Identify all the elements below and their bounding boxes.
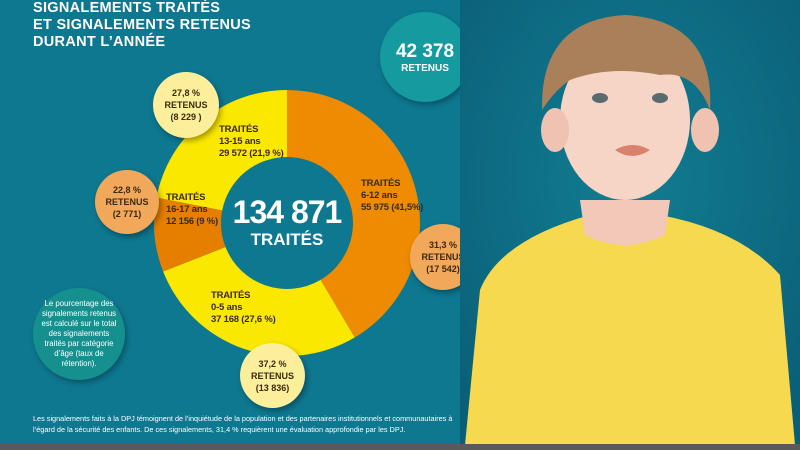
donut-segment-13-15 — [156, 90, 287, 211]
label-head: TRAITÉS — [361, 178, 401, 189]
retenus-pct: 31,3 % — [428, 240, 458, 250]
segment-label-6-12: TRAITÉS 6-12 ans 55 975 (41,5%) — [361, 178, 423, 214]
retenus-count: (17 542) — [426, 264, 460, 274]
label-age: 0-5 ans — [211, 302, 243, 313]
retenus-pct: 22,8 % — [112, 185, 142, 195]
title-line: ET SIGNALEMENTS RETENUS — [33, 17, 251, 33]
retenus-pct: 37,2 % — [258, 358, 287, 369]
label-value: 12 156 (9 %) — [166, 216, 218, 227]
title-line: DURANT L’ANNÉE — [33, 34, 166, 50]
donut-center: 134 871 TRAITÉS — [221, 195, 353, 251]
label-value: 29 572 (21,9 %) — [219, 148, 284, 159]
donut-segment-0-5 — [163, 247, 355, 356]
label-value: 55 975 (41,5%) — [361, 202, 424, 213]
page-title: SIGNALEMENTS TRAITÉS ET SIGNALEMENTS RET… — [33, 0, 251, 51]
retenus-count: (2 771) — [112, 209, 142, 219]
child-photo — [460, 0, 800, 445]
label-value: 37 168 (27,6 %) — [211, 314, 276, 325]
retenus-count: (8 229 ) — [170, 112, 202, 122]
retenus-bubble-0-5: 37,2 % RETENUS (13 836) — [240, 343, 305, 408]
retenus-count: (13 836) — [255, 382, 290, 393]
bottom-bar — [0, 444, 800, 450]
retenus-label: RETENUS — [105, 197, 149, 207]
label-head: TRAITÉS — [166, 192, 206, 203]
donut-segment-6-12 — [287, 90, 420, 338]
label-head: TRAITÉS — [219, 124, 259, 135]
total-retenus-label: RETENUS — [401, 62, 449, 74]
retenus-label: RETENUS — [164, 100, 208, 110]
note-bubble: Le pourcentage des signalements retenus … — [33, 288, 125, 380]
retenus-bubble-16-17: 22,8 % RETENUS (2 771) — [95, 170, 159, 234]
segment-label-0-5: TRAITÉS 0-5 ans 37 168 (27,6 %) — [211, 290, 276, 326]
note-text: Le pourcentage des signalements retenus … — [41, 299, 117, 368]
segment-label-16-17: TRAITÉS 16-17 ans 12 156 (9 %) — [166, 192, 218, 228]
retenus-label: RETENUS — [250, 370, 294, 381]
retenus-bubble-13-15: 27,8 % RETENUS (8 229 ) — [153, 72, 219, 138]
total-retenus-bubble: 42 378 RETENUS — [380, 12, 470, 102]
segment-label-13-15: TRAITÉS 13-15 ans 29 572 (21,9 %) — [219, 124, 284, 160]
label-age: 13-15 ans — [219, 136, 261, 147]
label-age: 16-17 ans — [166, 204, 208, 215]
retenus-label: RETENUS — [421, 252, 465, 262]
total-traites-value: 134 871 — [232, 194, 343, 230]
footer-text: Les signalements faits à la DPJ témoigne… — [33, 414, 453, 434]
label-age: 6-12 ans — [361, 190, 398, 201]
retenus-pct: 27,8 % — [171, 88, 201, 98]
total-traites-label: TRAITÉS — [250, 230, 324, 249]
total-retenus-value: 42 378 — [395, 40, 455, 62]
label-head: TRAITÉS — [211, 290, 251, 301]
title-line: SIGNALEMENTS TRAITÉS — [33, 0, 221, 16]
donut-segment-16-17 — [154, 197, 226, 272]
